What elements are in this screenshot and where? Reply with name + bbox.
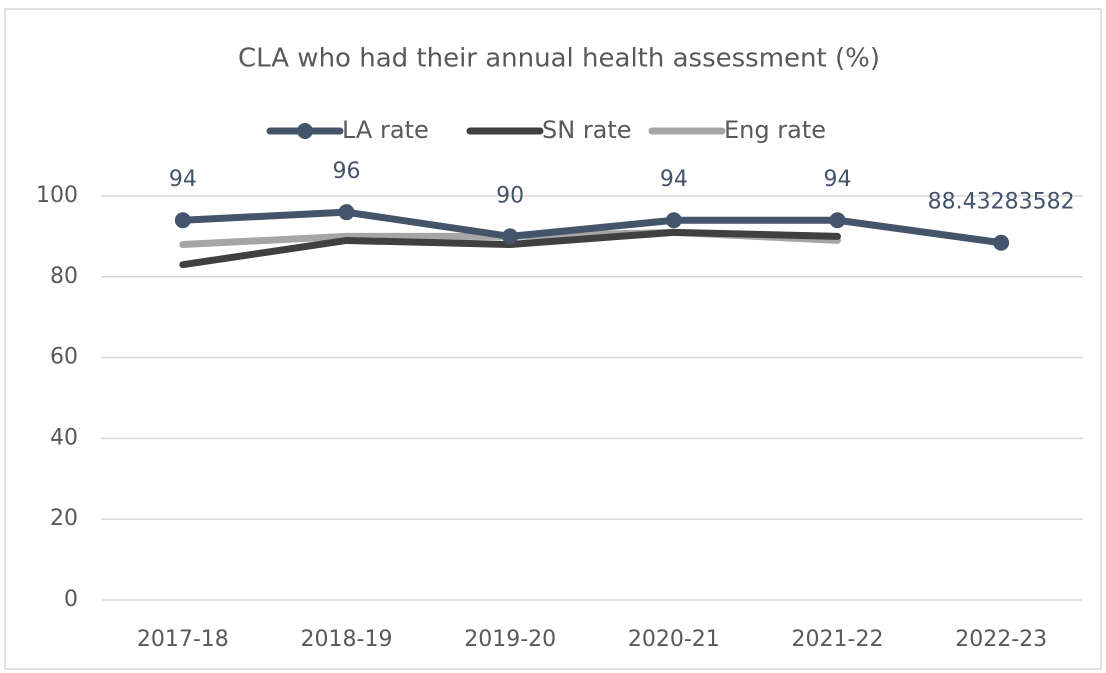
data-point: [829, 212, 846, 229]
x-tick-label: 2018-19: [301, 627, 393, 652]
series-line: [179, 208, 1005, 247]
data-point: [665, 212, 682, 229]
x-tick-label: 2020-21: [628, 627, 720, 652]
y-tick-label: 60: [50, 345, 78, 370]
y-tick-label: 20: [50, 506, 78, 531]
data-label: 94: [169, 167, 197, 192]
data-point: [993, 234, 1010, 251]
y-tick-label: 80: [50, 264, 78, 289]
y-tick-label: 40: [50, 425, 78, 450]
data-label: 94: [660, 167, 688, 192]
legend-label: LA rate: [342, 116, 429, 144]
chart-border: [4, 8, 1102, 670]
data-point: [502, 228, 519, 245]
data-label: 96: [333, 159, 361, 184]
x-tick-label: 2021-22: [792, 627, 884, 652]
y-tick-label: 100: [36, 183, 78, 208]
data-label: 90: [496, 183, 524, 208]
legend-marker: [297, 123, 313, 139]
data-point: [174, 212, 191, 229]
x-tick-label: 2019-20: [464, 627, 556, 652]
legend-label: Eng rate: [724, 116, 826, 144]
series-line: [179, 228, 841, 269]
data-point: [338, 204, 355, 221]
data-label: 88.43283582: [928, 190, 1075, 215]
legend-label: SN rate: [542, 116, 632, 144]
x-tick-label: 2022-23: [955, 627, 1047, 652]
data-label: 94: [824, 167, 852, 192]
y-tick-label: 0: [64, 587, 78, 612]
x-tick-label: 2017-18: [137, 627, 229, 652]
chart-title: CLA who had their annual health assessme…: [238, 44, 880, 74]
